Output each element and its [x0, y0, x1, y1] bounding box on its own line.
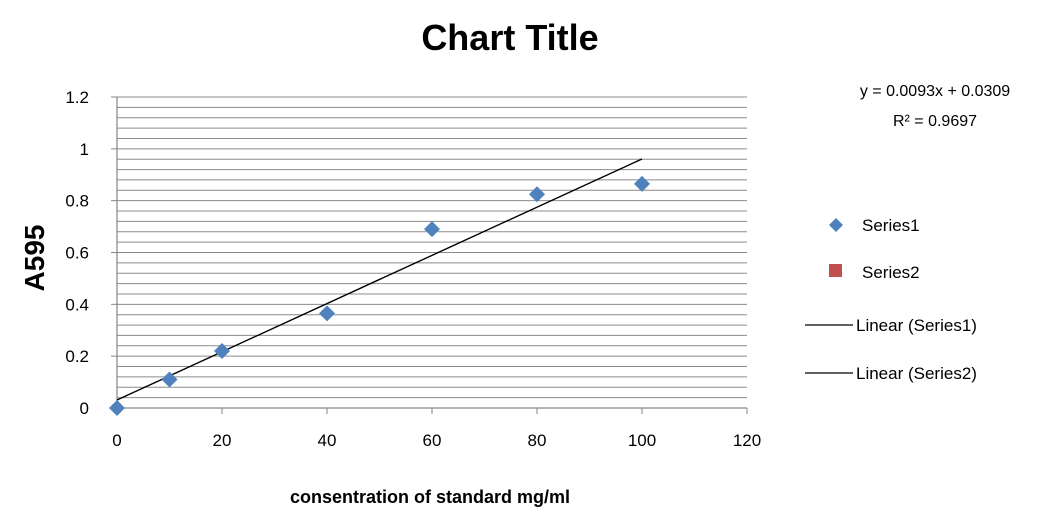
data-point — [319, 305, 335, 321]
y-tick-label: 0.2 — [65, 347, 89, 366]
chart-title: Chart Title — [421, 17, 598, 58]
legend-square-marker — [829, 264, 842, 277]
x-tick-label: 60 — [423, 431, 442, 450]
x-axis-label: consentration of standard mg/ml — [290, 487, 570, 507]
grid — [117, 97, 747, 398]
y-tick-label: 1 — [80, 140, 89, 159]
legend-label: Linear (Series1) — [856, 316, 977, 335]
legend-label: Linear (Series2) — [856, 364, 977, 383]
legend-label: Series1 — [862, 216, 920, 235]
trendlines — [117, 159, 642, 400]
legend-item-linear-series2: Linear (Series2) — [805, 364, 977, 383]
data-point — [529, 186, 545, 202]
legend-item-series2: Series2 — [829, 263, 920, 282]
x-tick-label: 40 — [318, 431, 337, 450]
x-tick-label: 20 — [213, 431, 232, 450]
y-tick-label: 0.8 — [65, 192, 89, 211]
x-tick-label: 80 — [528, 431, 547, 450]
y-tick-label: 0 — [80, 399, 89, 418]
trendline-r-squared: R² = 0.9697 — [893, 113, 977, 130]
legend-diamond-marker — [829, 218, 843, 232]
legend-item-series1: Series1 — [829, 216, 920, 235]
y-tick-label: 0.6 — [65, 244, 89, 263]
data-point — [634, 176, 650, 192]
trendline — [117, 159, 642, 400]
x-tick-label: 0 — [112, 431, 121, 450]
trendline-equation: y = 0.0093x + 0.0309 — [860, 83, 1010, 100]
legend: Series1 Series2 Linear (Series1) Linear … — [805, 216, 977, 383]
y-tick-label: 1.2 — [65, 88, 89, 107]
data-points — [109, 176, 650, 416]
legend-item-linear-series1: Linear (Series1) — [805, 316, 977, 335]
tick-labels: 0 0.2 0.4 0.6 0.8 1 1.2 0 20 40 60 80 100 120 — [65, 88, 761, 450]
y-tick-label: 0.4 — [65, 295, 89, 314]
x-tick-label: 120 — [733, 431, 761, 450]
y-axis-label: A595 — [19, 225, 50, 292]
x-tick-label: 100 — [628, 431, 656, 450]
legend-label: Series2 — [862, 263, 920, 282]
data-point — [109, 400, 125, 416]
data-point — [424, 221, 440, 237]
